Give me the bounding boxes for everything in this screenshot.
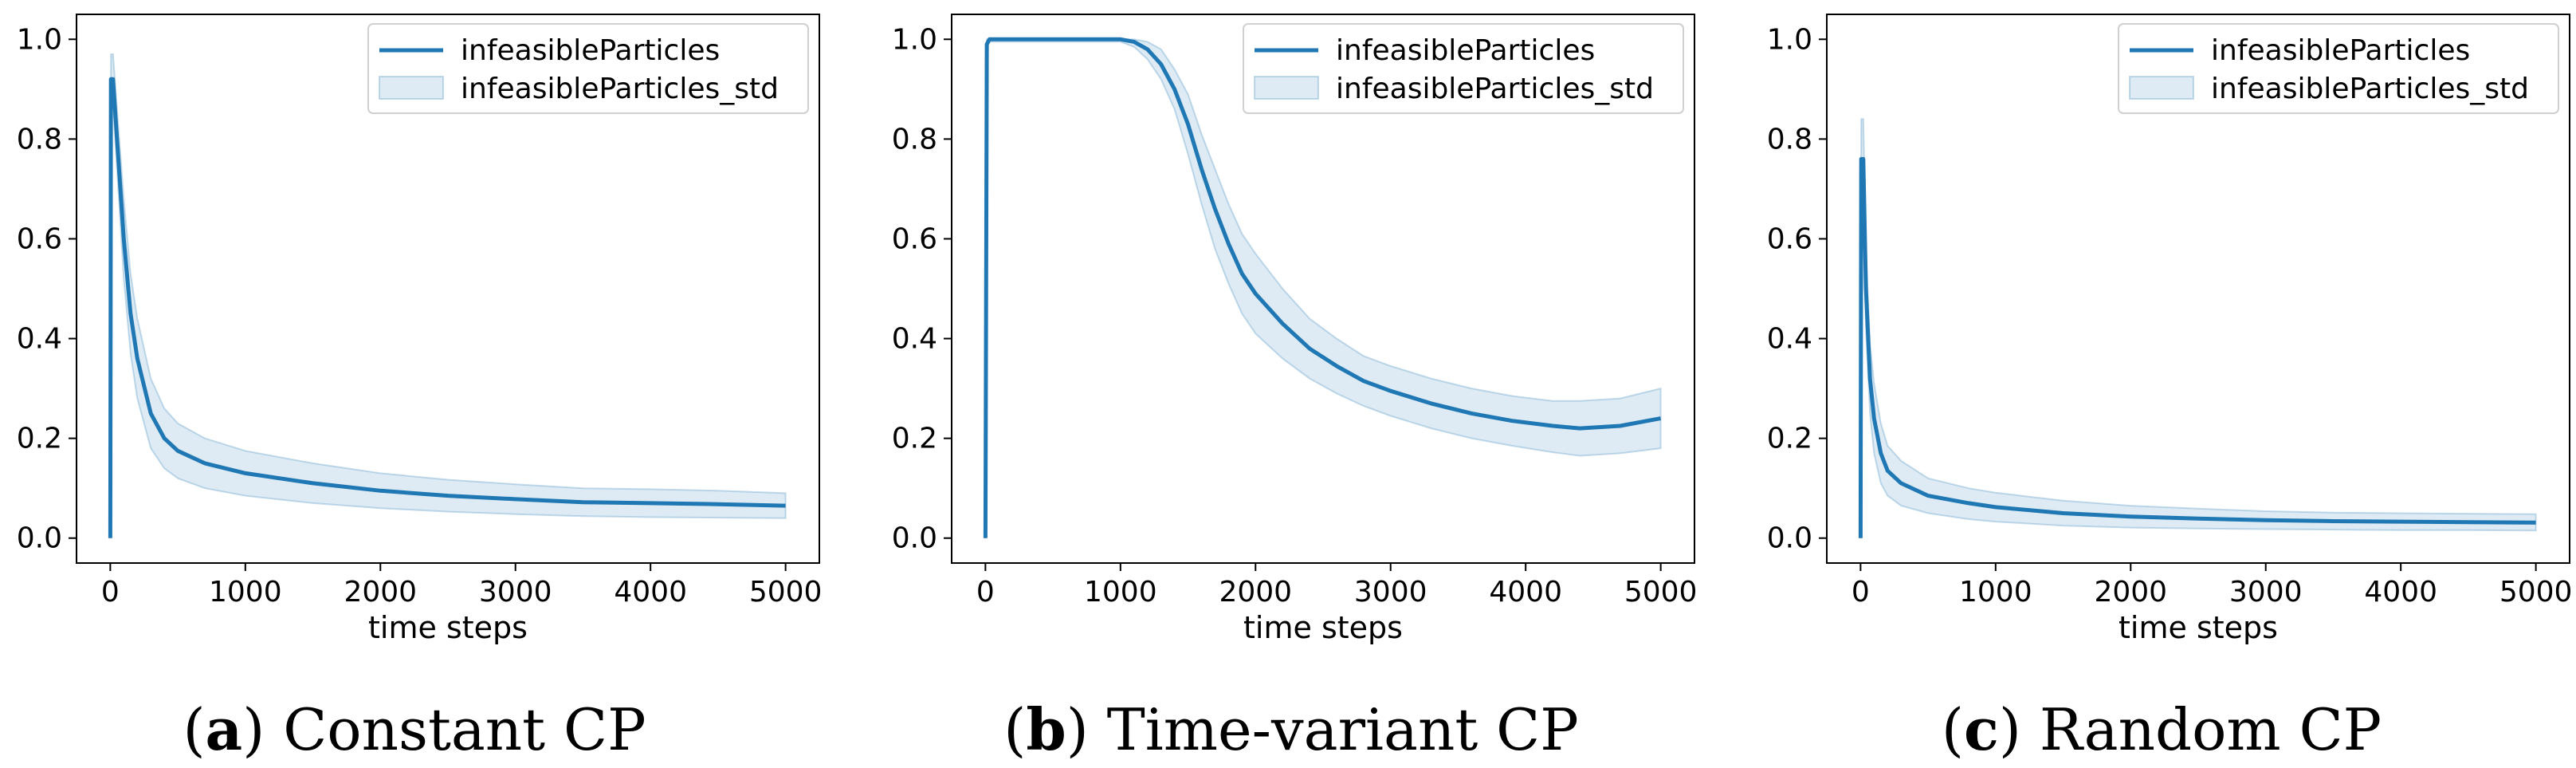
legend-label-std: infeasibleParticles_std [1336,73,1654,105]
chart-panel-a: 0 1000 2000 3000 4000 5000 0.0 0.2 0.4 0.6 0.8 1.0 t… [17,14,823,763]
x-tick-label: 4000 [1489,576,1562,608]
legend-band-swatch [1254,76,1319,100]
legend-box [1243,23,1684,114]
caption-letter: b [1026,695,1066,763]
legend-label-mean: infeasibleParticles [1336,34,1595,67]
caption-letter: c [1964,695,1999,763]
caption-paren-open: ( [1942,696,1964,763]
caption-paren-close: ) [1999,696,2040,763]
y-tick-label: 0.2 [17,423,62,455]
y-tick-label: 0.4 [17,323,62,356]
mean-line [1858,156,2536,538]
y-tick-label: 1.0 [1767,23,1812,56]
y-tick-label: 0.6 [1767,223,1812,255]
x-tick-label: 1000 [209,576,282,608]
y-tick-label: 0.6 [892,223,937,255]
axes-frame [1826,14,2570,564]
chart-panel-c: 0 1000 2000 3000 4000 5000 0.0 0.2 0.4 0.6 0.8 1.0 t… [1767,14,2573,763]
caption-paren-open: ( [183,696,205,763]
x-tick-label: 1000 [1959,576,2032,608]
caption-title: Constant CP [283,696,646,763]
legend-box [367,23,809,114]
x-tick-label: 5000 [1624,576,1698,608]
legend-band-swatch [2129,76,2194,100]
x-axis-label: time steps [2119,610,2278,645]
x-tick-label: 2000 [2094,576,2167,608]
axes-frame [76,14,820,564]
mean-line [108,77,786,538]
y-tick-label: 0.8 [1767,123,1812,156]
caption-paren-close: ) [1066,696,1107,763]
x-tick-label: 0 [101,576,120,608]
legend-band-swatch [379,76,444,100]
x-tick-label: 5000 [2499,576,2573,608]
y-tick-label: 0.2 [1767,423,1812,455]
y-tick-label: 0.8 [892,123,937,156]
std-band [984,38,1662,538]
legend-label-mean: infeasibleParticles [2211,34,2470,67]
x-tick-label: 5000 [749,576,823,608]
x-axis-label: time steps [1243,610,1403,645]
y-tick-label: 1.0 [892,23,937,56]
x-tick-label: 3000 [2229,576,2303,608]
y-tick-label: 1.0 [17,23,62,56]
caption-title: Time-variant CP [1107,696,1579,763]
x-tick-label: 3000 [1354,576,1427,608]
legend-label-std: infeasibleParticles_std [2211,73,2529,105]
x-tick-label: 1000 [1084,576,1157,608]
mean-line [983,37,1662,538]
legend-box [2118,23,2559,114]
y-tick-label: 0.8 [17,123,62,156]
caption-title: Random CP [2040,696,2382,763]
caption-paren-close: ) [242,696,283,763]
x-tick-label: 2000 [1219,576,1292,608]
x-axis-label: time steps [368,610,528,645]
legend: infeasibleParticles infeasibleParticles_s… [367,23,809,114]
x-tick-label: 4000 [2364,576,2437,608]
y-tick-label: 0.4 [1767,323,1812,356]
y-tick-label: 0.0 [892,522,937,555]
chart-panel-b: 0 1000 2000 3000 4000 5000 0.0 0.2 0.4 0.6 0.8 1.0 t… [892,14,1698,763]
std-band [1859,118,2537,538]
x-tick-label: 2000 [344,576,417,608]
legend-label-mean: infeasibleParticles [461,34,720,67]
x-tick-label: 0 [1852,576,1870,608]
caption-letter: a [206,695,243,763]
x-tick-label: 3000 [479,576,552,608]
caption-paren-open: ( [1003,696,1026,763]
panel-caption: (b) Time-variant CP [1003,695,1578,763]
panel-caption: (c) Random CP [1942,695,2382,763]
panel-caption: (a) Constant CP [183,695,646,763]
axes-frame [951,14,1695,564]
legend: infeasibleParticles infeasibleParticles_s… [2118,23,2559,114]
legend: infeasibleParticles infeasibleParticles_s… [1243,23,1684,114]
y-tick-label: 0.2 [892,423,937,455]
y-tick-label: 0.4 [892,323,937,356]
x-tick-label: 4000 [614,576,687,608]
x-tick-label: 0 [976,576,995,608]
y-tick-label: 0.6 [17,223,62,255]
y-tick-label: 0.0 [17,522,62,555]
legend-label-std: infeasibleParticles_std [461,73,779,105]
y-tick-label: 0.0 [1767,522,1812,555]
